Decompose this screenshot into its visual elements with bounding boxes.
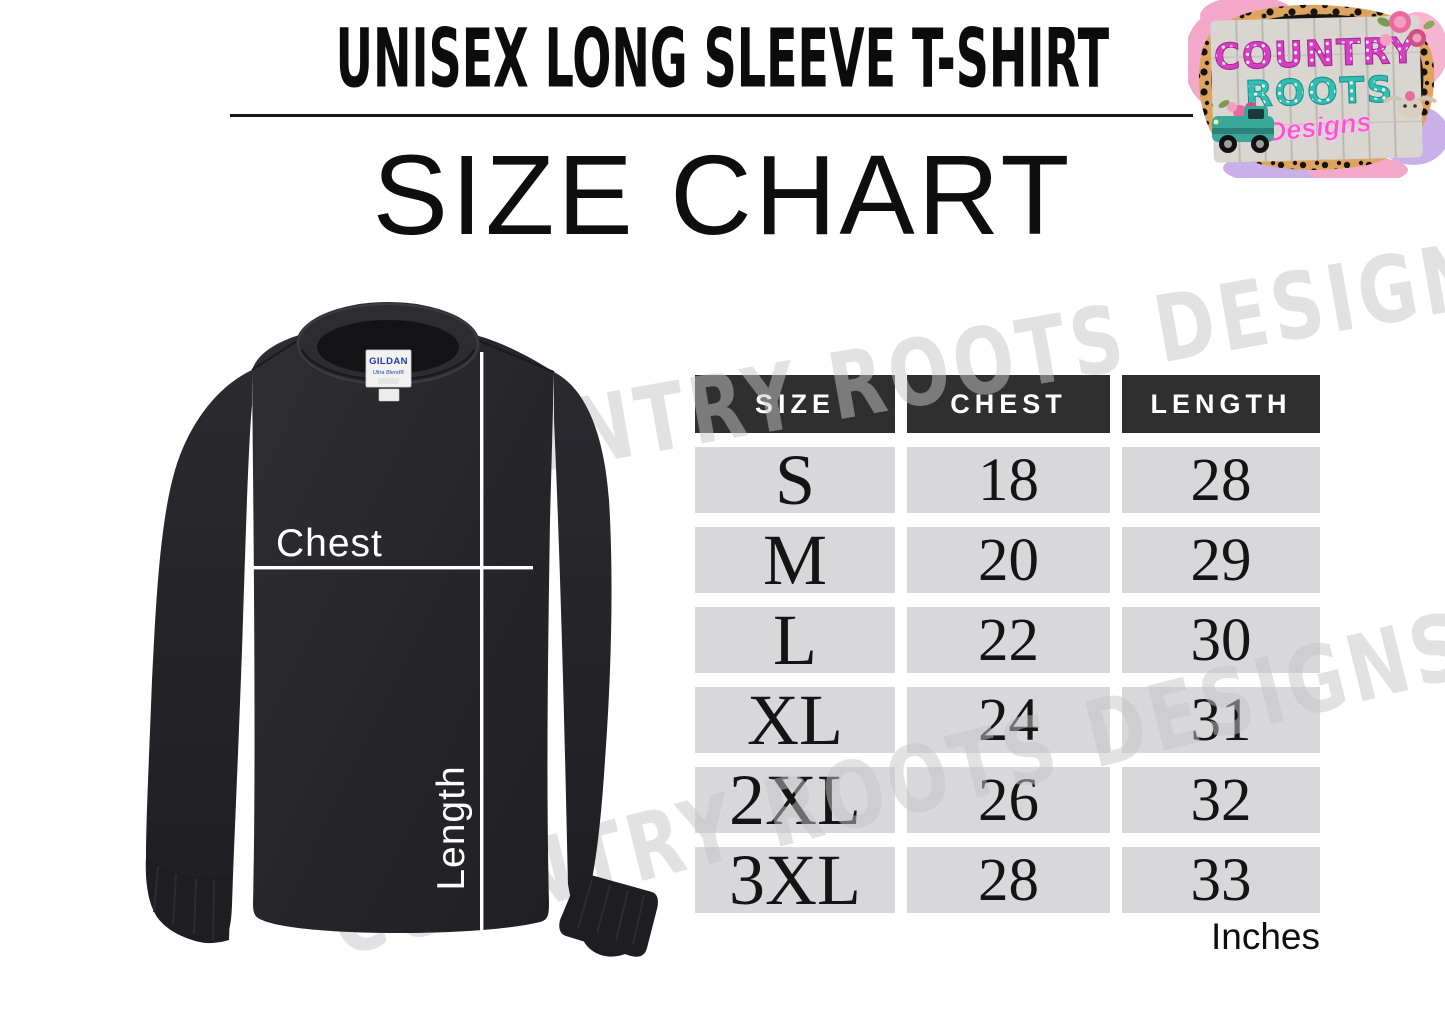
table-cell-size: 3XL xyxy=(695,844,895,916)
column-header-chest: CHEST xyxy=(907,375,1110,433)
table-cell-size: S xyxy=(695,444,895,516)
page-title: UNISEX LONG SLEEVE T-SHIRT xyxy=(335,12,1110,106)
right-sleeve xyxy=(554,372,655,957)
chest-measure-line xyxy=(253,566,533,570)
table-cell-size: M xyxy=(695,524,895,596)
left-cuff xyxy=(145,858,231,943)
units-label: Inches xyxy=(1210,916,1320,957)
table-cell-size: 2XL xyxy=(695,764,895,836)
table-cell-size: XL xyxy=(695,684,895,756)
logo-line2: ROOTS xyxy=(1244,69,1395,115)
table-cell-chest: 26 xyxy=(907,767,1110,833)
logo-flowers xyxy=(1377,11,1435,47)
table-cell-size: L xyxy=(695,604,895,676)
table-cell-length: 28 xyxy=(1122,447,1320,513)
brand-logo: COUNTRY ROOTS Designs xyxy=(1188,0,1445,178)
length-label: Length xyxy=(430,765,473,890)
table-cell-chest: 20 xyxy=(907,527,1110,593)
column-header-size: SIZE xyxy=(695,375,895,433)
table-cell-chest: 24 xyxy=(907,687,1110,753)
column-header-length: LENGTH xyxy=(1122,375,1320,433)
left-sleeve xyxy=(145,370,252,944)
table-cell-chest: 18 xyxy=(907,447,1110,513)
collar xyxy=(296,302,480,386)
length-measure-line xyxy=(480,352,484,932)
title-wrap: UNISEX LONG SLEEVE T-SHIRT xyxy=(0,12,1445,106)
right-cuff xyxy=(559,872,658,957)
title-divider xyxy=(230,114,1193,117)
table-cell-length: 33 xyxy=(1122,847,1320,913)
shirt-illustration: GILDAN Ultra Blend® Chest Length xyxy=(145,302,658,957)
size-chart-heading: SIZE CHART xyxy=(372,132,1073,258)
size-table: SIZE CHEST LENGTH S 18 28 M 20 29 L 22 3… xyxy=(695,375,1320,916)
table-cell-chest: 28 xyxy=(907,847,1110,913)
neck-tag: GILDAN Ultra Blend® xyxy=(365,349,412,402)
chest-label: Chest xyxy=(276,522,383,565)
table-cell-length: 30 xyxy=(1122,607,1320,673)
tag-sub: Ultra Blend® xyxy=(373,369,405,376)
table-cell-length: 29 xyxy=(1122,527,1320,593)
logo-truck xyxy=(1212,100,1274,153)
tag-brand: GILDAN xyxy=(369,356,408,367)
table-cell-length: 31 xyxy=(1122,687,1320,753)
table-cell-length: 32 xyxy=(1122,767,1320,833)
table-cell-chest: 22 xyxy=(907,607,1110,673)
logo-bull-skull xyxy=(1382,91,1438,119)
shirt-body xyxy=(252,322,554,934)
